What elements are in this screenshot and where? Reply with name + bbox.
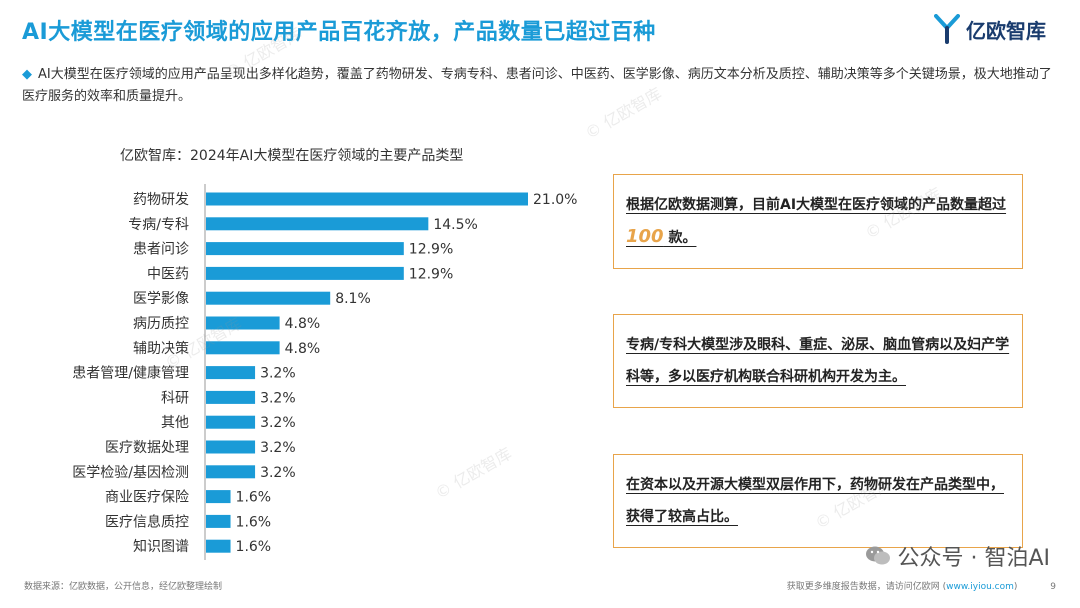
page-title: AI大模型在医疗领域的应用产品百花齐放，产品数量已超过百种 bbox=[22, 20, 656, 45]
category-label: 专病/专科 bbox=[128, 217, 189, 233]
bar bbox=[206, 266, 404, 280]
bar bbox=[206, 465, 256, 479]
wechat-text: 公众号 · 智泊AI bbox=[897, 546, 1050, 571]
category-label: 中医药 bbox=[147, 266, 189, 282]
bar bbox=[206, 490, 231, 504]
callout-3-text: 在资本以及开源大模型双层作用下，药物研发在产品类型中，获得了较高占比。 bbox=[626, 477, 1004, 525]
wechat-icon bbox=[866, 546, 891, 565]
logo-text: 亿欧智库 bbox=[966, 18, 1046, 43]
bullet-icon: ◆ bbox=[22, 67, 32, 82]
value-label: 3.2% bbox=[260, 366, 296, 382]
chart-title: 亿欧智库：2024年AI大模型在医疗领域的主要产品类型 bbox=[120, 148, 464, 164]
category-label: 患者管理/健康管理 bbox=[72, 365, 189, 382]
value-label: 3.2% bbox=[260, 440, 296, 456]
category-label: 病历质控 bbox=[133, 316, 189, 332]
category-label: 医学检验/基因检测 bbox=[72, 464, 189, 481]
value-label: 12.9% bbox=[409, 242, 453, 258]
callout-1-suffix: 款。 bbox=[663, 230, 697, 246]
value-label: 1.6% bbox=[236, 539, 272, 555]
bar bbox=[206, 291, 331, 305]
bar bbox=[206, 390, 256, 404]
logo-icon bbox=[934, 14, 960, 44]
value-label: 21.0% bbox=[533, 192, 577, 208]
bar-chart: 药物研发 21.0% 专病/专科 14.5% 患者问诊 12.9% 中医药 12.9% 医学影像… bbox=[72, 184, 577, 560]
category-label: 医疗数据处理 bbox=[105, 440, 189, 456]
category-label: 医学影像 bbox=[133, 291, 189, 307]
value-label: 3.2% bbox=[260, 465, 296, 481]
wechat-badge: 公众号 · 智泊AI bbox=[865, 540, 1050, 572]
value-label: 4.8% bbox=[285, 341, 321, 357]
callout-1-highlight: 100 bbox=[626, 226, 664, 247]
value-label: 14.5% bbox=[433, 217, 477, 233]
bar bbox=[206, 341, 280, 355]
callout-2: 专病/专科大模型涉及眼科、重症、泌尿、脑血管病以及妇产学科等，多以医疗机构联合科… bbox=[613, 314, 1023, 408]
value-label: 1.6% bbox=[236, 490, 272, 506]
footer-more: 获取更多维度报告数据，请访问亿欧网 ( bbox=[786, 582, 947, 592]
category-label: 医疗信息质控 bbox=[105, 513, 189, 530]
bar bbox=[206, 316, 280, 330]
callout-1: 根据亿欧数据测算，目前AI大模型在医疗领域的产品数量超过 100 款。 bbox=[613, 174, 1023, 269]
category-label: 知识图谱 bbox=[133, 538, 189, 555]
value-label: 3.2% bbox=[260, 415, 296, 431]
bar bbox=[206, 539, 231, 553]
bar bbox=[206, 514, 231, 528]
category-label: 科研 bbox=[161, 390, 189, 406]
bar bbox=[206, 415, 256, 429]
bar bbox=[206, 192, 528, 206]
intro-body: AI大模型在医疗领域的应用产品呈现出多样化趋势，覆盖了药物研发、专病专科、患者问… bbox=[22, 67, 1052, 104]
intro-text: ◆ AI大模型在医疗领域的应用产品呈现出多样化趋势，覆盖了药物研发、专病专科、患者… bbox=[22, 64, 1057, 108]
callout-2-text: 专病/专科大模型涉及眼科、重症、泌尿、脑血管病以及妇产学科等，多以医疗机构联合科… bbox=[626, 337, 1010, 385]
category-label: 患者问诊 bbox=[133, 242, 189, 258]
footer-right: 获取更多维度报告数据，请访问亿欧网 (www.iyiou.com) 9 bbox=[787, 579, 1056, 592]
bar bbox=[206, 242, 404, 256]
category-label: 辅助决策 bbox=[133, 340, 189, 357]
bar bbox=[206, 440, 256, 454]
category-label: 商业医疗保险 bbox=[105, 490, 189, 506]
source-note: 数据来源：亿欧数据，公开信息，经亿欧整理绘制 bbox=[24, 582, 223, 592]
category-label: 药物研发 bbox=[133, 192, 189, 208]
value-label: 3.2% bbox=[260, 390, 296, 406]
bar bbox=[206, 217, 429, 231]
callout-3: 在资本以及开源大模型双层作用下，药物研发在产品类型中，获得了较高占比。 bbox=[613, 454, 1023, 548]
category-label: 其他 bbox=[161, 415, 189, 431]
logo: 亿欧智库 bbox=[934, 14, 1046, 44]
footer-link[interactable]: www.iyiou.com bbox=[946, 582, 1014, 592]
footer-more-suffix: ) bbox=[1013, 582, 1018, 592]
bar bbox=[206, 366, 256, 380]
value-label: 4.8% bbox=[285, 316, 321, 332]
page-number: 9 bbox=[1050, 582, 1056, 592]
value-label: 12.9% bbox=[409, 266, 453, 282]
callout-1-text: 根据亿欧数据测算，目前AI大模型在医疗领域的产品数量超过 bbox=[626, 197, 1007, 213]
value-label: 8.1% bbox=[335, 291, 371, 307]
value-label: 1.6% bbox=[236, 514, 272, 530]
